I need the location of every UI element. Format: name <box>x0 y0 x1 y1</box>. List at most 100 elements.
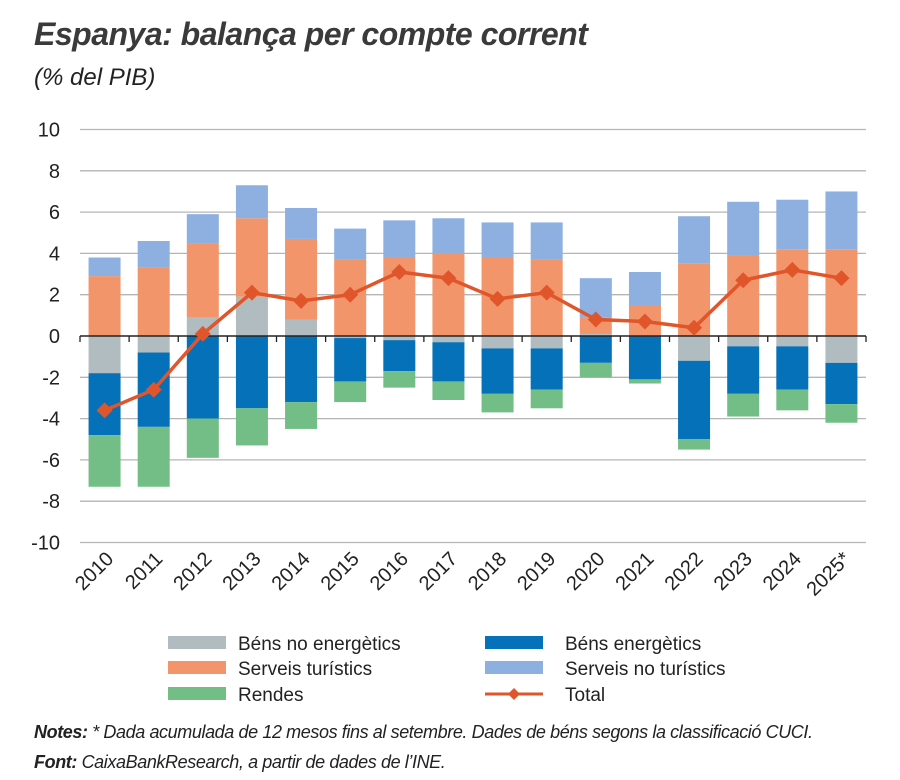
bar-serveis-tur-stics <box>432 253 465 336</box>
bar-b-ns-energ-tics <box>383 340 416 372</box>
bar-b-ns-energ-tics <box>186 336 219 419</box>
x-tick-label: 2010 <box>71 548 118 595</box>
bar-b-ns-no-energ-tics <box>432 336 465 343</box>
bar-serveis-no-tur-stics <box>235 185 268 219</box>
total-point <box>243 284 260 301</box>
bar-rendes <box>481 393 514 413</box>
bar-serveis-no-tur-stics <box>285 207 318 239</box>
bar-b-ns-energ-tics <box>432 342 465 382</box>
chart-title: Espanya: balança per compte corrent <box>34 16 588 52</box>
x-tick-label: 2018 <box>464 548 511 595</box>
x-tick-label: 2013 <box>218 548 265 595</box>
y-tick-label: -2 <box>42 367 60 389</box>
legend-swatch <box>168 661 226 674</box>
bar-b-ns-no-energ-tics <box>137 336 170 353</box>
bar-serveis-no-tur-stics <box>432 218 465 254</box>
total-point <box>833 270 850 287</box>
total-point <box>735 272 752 289</box>
bar-b-ns-energ-tics <box>481 348 514 394</box>
bar-b-ns-no-energ-tics <box>383 336 416 341</box>
bar-rendes <box>579 362 612 378</box>
bar-serveis-no-tur-stics <box>579 278 612 318</box>
bar-rendes <box>137 426 170 487</box>
bar-serveis-no-tur-stics <box>334 228 367 260</box>
x-tick-label: 2016 <box>366 548 413 595</box>
bar-serveis-no-tur-stics <box>628 271 661 306</box>
y-tick-label: 2 <box>49 285 60 307</box>
bar-b-ns-no-energ-tics <box>678 336 711 361</box>
bar-serveis-tur-stics <box>235 218 268 297</box>
total-point <box>587 311 604 328</box>
x-tick-label: 2024 <box>759 548 806 595</box>
legend-marker <box>508 688 520 700</box>
bar-rendes <box>186 418 219 458</box>
y-tick-label: -10 <box>31 533 60 555</box>
legend-label: Serveis no turístics <box>565 659 726 680</box>
bar-rendes <box>235 408 268 446</box>
bar-serveis-no-tur-stics <box>678 216 711 264</box>
bar-serveis-no-tur-stics <box>530 222 563 260</box>
total-point <box>440 270 457 287</box>
x-tick-label: 2025* <box>802 548 855 601</box>
legend-swatch <box>168 636 226 649</box>
y-tick-label: -4 <box>42 409 60 431</box>
bar-b-ns-energ-tics <box>579 336 612 363</box>
bar-serveis-tur-stics <box>88 276 121 336</box>
y-tick-label: -6 <box>42 450 60 472</box>
bar-rendes <box>628 379 661 384</box>
bar-rendes <box>825 404 858 423</box>
bar-b-ns-energ-tics <box>825 362 858 405</box>
legend-swatch <box>485 661 543 674</box>
total-point <box>96 402 113 419</box>
bar-b-ns-energ-tics <box>628 336 661 380</box>
total-point <box>194 325 211 342</box>
x-tick-label: 2022 <box>661 548 708 595</box>
legend-label: Béns energètics <box>565 634 701 655</box>
total-point <box>636 313 653 330</box>
bar-b-ns-energ-tics <box>776 346 809 390</box>
total-point <box>342 286 359 303</box>
x-tick-label: 2011 <box>121 548 167 594</box>
bar-b-ns-energ-tics <box>285 336 318 403</box>
bar-rendes <box>776 389 809 411</box>
y-tick-label: -8 <box>42 491 60 513</box>
bar-serveis-no-tur-stics <box>88 257 121 277</box>
bar-rendes <box>432 381 465 401</box>
bar-serveis-no-tur-stics <box>137 241 170 268</box>
bar-b-ns-no-energ-tics <box>776 336 809 347</box>
bar-b-ns-no-energ-tics <box>88 336 121 374</box>
total-point <box>538 284 555 301</box>
bar-rendes <box>383 371 416 388</box>
bar-serveis-tur-stics <box>137 267 170 336</box>
x-tick-label: 2012 <box>169 548 216 595</box>
bar-b-ns-no-energ-tics <box>334 336 367 339</box>
legend-swatch <box>485 636 543 649</box>
source-text: CaixaBankResearch, a partir de dades de … <box>76 752 446 772</box>
notes-text: * Dada acumulada de 12 mesos fins al set… <box>87 722 813 742</box>
bar-rendes <box>530 389 563 409</box>
bar-rendes <box>285 402 318 429</box>
bar-b-ns-no-energ-tics <box>579 333 612 336</box>
x-tick-label: 2023 <box>710 548 757 595</box>
x-tick-label: 2015 <box>317 548 364 595</box>
total-point <box>489 290 506 307</box>
bar-rendes <box>88 435 121 487</box>
bar-serveis-no-tur-stics <box>825 191 858 250</box>
bar-serveis-tur-stics <box>825 249 858 336</box>
bar-serveis-no-tur-stics <box>727 201 760 256</box>
bar-b-ns-no-energ-tics <box>285 319 318 336</box>
y-tick-label: 4 <box>49 243 60 265</box>
bar-rendes <box>678 439 711 450</box>
x-tick-label: 2019 <box>513 548 560 595</box>
bar-b-ns-no-energ-tics <box>481 336 514 349</box>
bar-serveis-no-tur-stics <box>776 199 809 250</box>
bar-b-ns-no-energ-tics <box>530 336 563 349</box>
bar-rendes <box>727 393 760 417</box>
source-line: Font: CaixaBankResearch, a partir de dad… <box>34 752 446 773</box>
legend-label: Total <box>565 685 605 706</box>
legend-label: Béns no energètics <box>238 634 401 655</box>
total-point <box>784 261 801 278</box>
y-tick-label: 10 <box>38 120 60 142</box>
bar-b-ns-energ-tics <box>530 348 563 390</box>
total-point <box>686 319 703 336</box>
